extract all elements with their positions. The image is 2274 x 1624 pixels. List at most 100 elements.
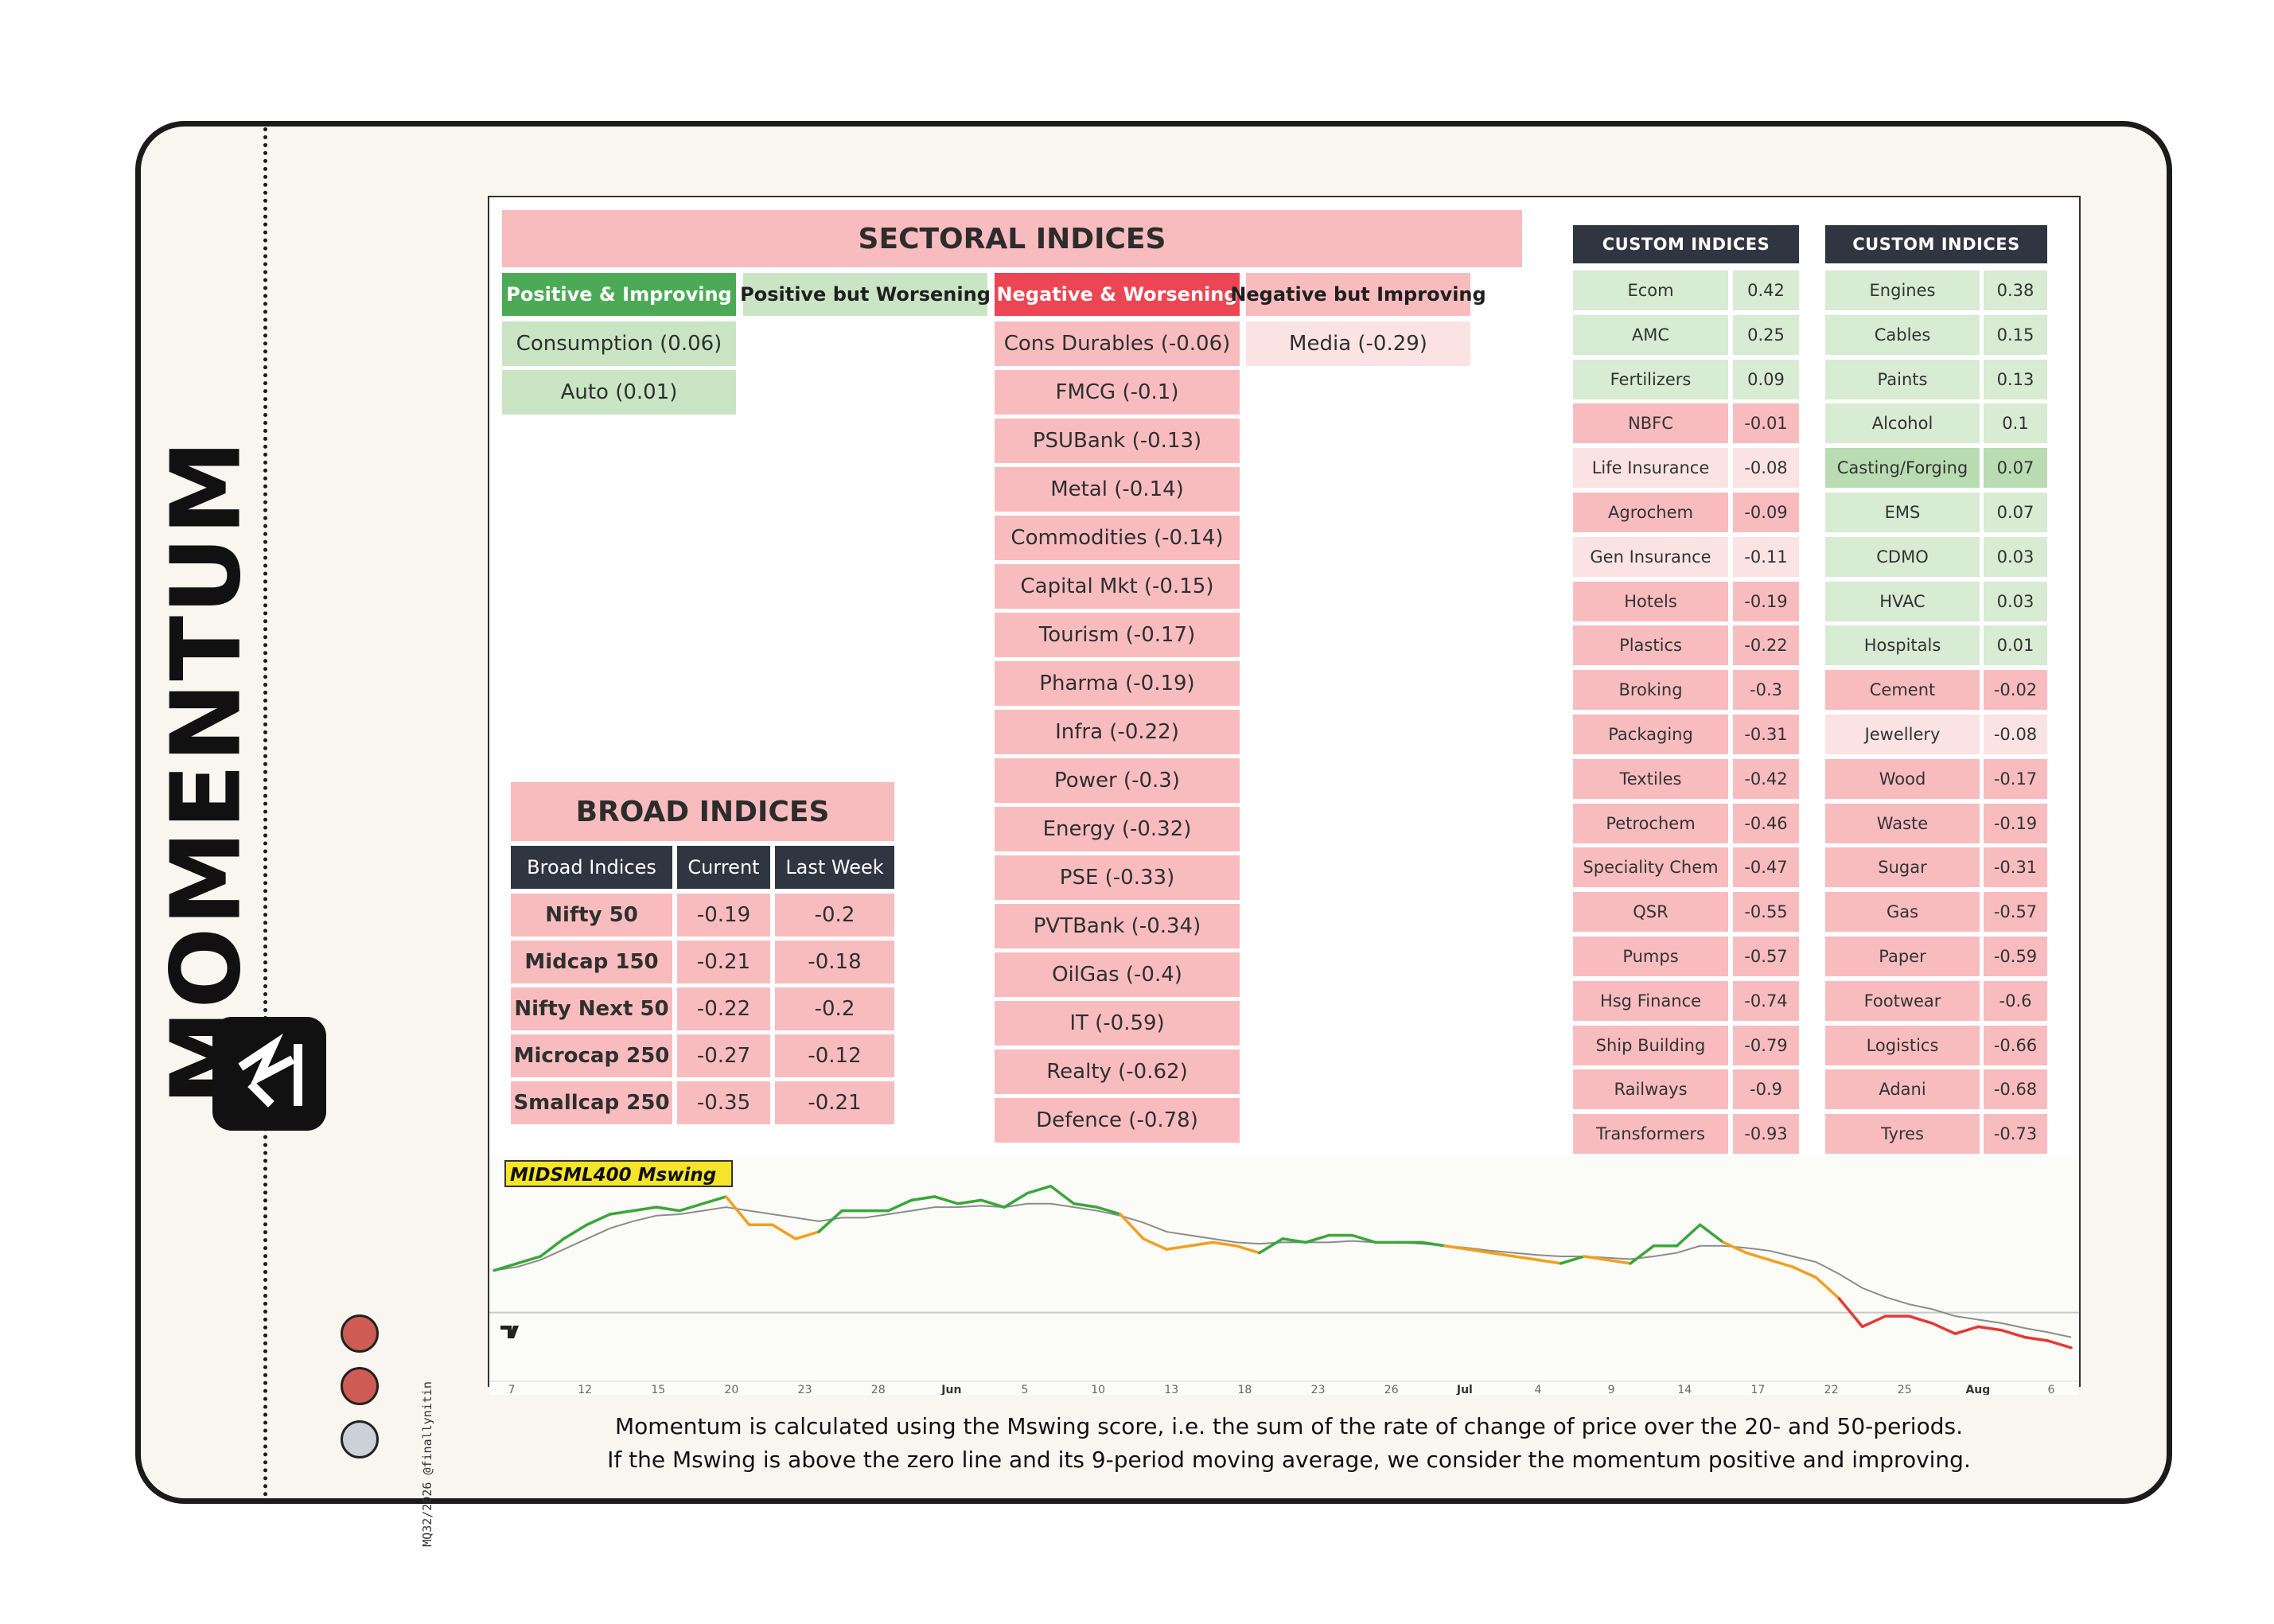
custom-index-name: Agrochem [1573,493,1728,532]
chart-series-mswing-segment [1281,1237,1307,1244]
broad-column-header: Last Week [775,846,894,889]
custom-index-name: Gas [1825,892,1980,933]
chart-series-mswing-segment [886,1198,913,1213]
custom-index-value: 0.03 [1984,581,2047,621]
tradingview-logo-icon [500,1326,519,1338]
sectoral-column-header: Negative & Worsening [995,273,1240,316]
custom-index-name: Railways [1573,1069,1728,1110]
broad-index-value: -0.2 [775,987,894,1030]
sectoral-column-header: Positive but Worsening [740,273,991,316]
custom-index-name: Ship Building [1573,1025,1728,1065]
custom-index-value: 0.15 [1984,314,2047,355]
chart-series-mswing-segment [1142,1237,1169,1251]
custom-index-name: Adani [1825,1069,1980,1110]
chart-x-tick-label: 10 [1091,1384,1105,1395]
chart-series-mswing-segment [1513,1255,1540,1262]
sectoral-item: Cons Durables (-0.06) [995,321,1240,366]
custom-index-name: Pumps [1573,937,1728,976]
chart-x-tick-label: 17 [1751,1384,1766,1395]
custom-index-value: 0.25 [1733,314,1799,355]
chart-series-mswing-segment [1119,1213,1145,1240]
chart-series-mswing-segment [771,1223,797,1240]
custom-index-name: Ecom [1573,271,1728,310]
chart-x-tick-label: 20 [725,1384,739,1395]
custom-index-name: Textiles [1573,758,1728,799]
custom-index-value: -0.19 [1733,581,1799,621]
custom-index-value: -0.74 [1733,980,1799,1021]
custom-index-name: Alcohol [1825,403,1980,444]
broad-index-value: -0.12 [775,1034,894,1077]
chart-series-mswing-segment [1907,1314,1933,1325]
chart-x-tick-label: 18 [1238,1384,1252,1395]
custom-index-value: -0.09 [1733,493,1799,532]
chart-x-tick-label: 28 [871,1384,886,1395]
sectoral-item: Auto (0.01) [502,370,736,415]
chart-x-tick-label: 6 [2048,1384,2055,1395]
chart-series-mswing-segment [817,1209,843,1233]
custom-index-value: -0.57 [1984,892,2047,933]
custom-index-value: 0.1 [1984,403,2047,444]
chart-series-mswing-segment [1350,1233,1377,1244]
custom-index-name: Hospitals [1825,625,1980,666]
chart-series-ma-line [493,1202,2072,1338]
broad-index-value: -0.27 [677,1034,770,1077]
chart-series-mswing-segment [1583,1255,1609,1262]
broad-index-name: Smallcap 250 [511,1081,672,1124]
chart-x-tick-label: 23 [798,1384,812,1395]
chart-x-tick-label: 12 [578,1384,592,1395]
custom-index-name: HVAC [1825,581,1980,621]
chart-x-tick-label: 5 [1022,1384,1029,1395]
custom-index-value: 0.01 [1984,625,2047,666]
dashboard-panel: SECTORAL INDICES Positive & Improving Cons… [488,196,2081,1395]
sectoral-item: Capital Mkt (-0.15) [995,564,1240,609]
chart-series-mswing-segment [933,1195,960,1205]
chart-series-mswing-segment [1629,1244,1656,1265]
custom-index-name: Wood [1825,758,1980,799]
sectoral-item: PVTBank (-0.34) [995,904,1240,948]
chart-series-mswing-segment [1698,1223,1725,1244]
custom-index-value: -0.47 [1733,847,1799,888]
custom-index-name: Fertilizers [1573,359,1728,399]
custom-index-value: -0.08 [1733,448,1799,489]
chart-x-tick-label: 23 [1311,1384,1326,1395]
custom-index-name: Footwear [1825,980,1980,1021]
chart-series-mswing-segment [1003,1191,1030,1209]
chart-x-tick-label: 22 [1824,1384,1839,1395]
custom-index-value: -0.57 [1733,937,1799,976]
custom-index-name: Petrochem [1573,803,1728,843]
chart-series-mswing-segment [585,1213,612,1226]
chart-series-mswing-segment [1976,1325,2003,1332]
sectoral-item: IT (-0.59) [995,1001,1240,1046]
custom-index-value: 0.38 [1984,271,2047,310]
broad-index-name: Nifty 50 [511,894,672,937]
chart-series-mswing-segment [1072,1202,1099,1209]
chart-series-mswing-segment [655,1205,681,1213]
chart-series-mswing-segment [516,1255,543,1265]
chart-series-mswing-segment [1768,1258,1794,1268]
custom-index-name: Casting/Forging [1825,448,1980,489]
broad-index-value: -0.19 [677,894,770,937]
chart-series-mswing-segment [724,1195,751,1226]
sectoral-item: OilGas (-0.4) [995,952,1240,997]
custom-index-value: -0.11 [1733,536,1799,577]
custom-index-value: -0.9 [1733,1069,1799,1110]
chart-x-tick-label: Jun [940,1384,961,1395]
chart-series-mswing-segment [1211,1240,1238,1248]
broad-column-header: Broad Indices [511,846,672,889]
custom-index-value: -0.3 [1733,670,1799,711]
custom-index-value: -0.55 [1733,892,1799,933]
custom-index-value: 0.42 [1733,271,1799,310]
chart-title-badge [504,1160,733,1187]
custom-index-value: -0.93 [1733,1114,1799,1155]
custom-index-name: Plastics [1573,625,1728,666]
broad-index-value: -0.35 [677,1081,770,1124]
chart-series-mswing-segment [539,1237,566,1258]
chart-series-mswing-segment [1722,1240,1748,1255]
custom-index-value: -0.6 [1984,980,2047,1021]
custom-index-value: 0.07 [1984,493,2047,532]
custom-index-name: Hsg Finance [1573,980,1728,1021]
chart-series-mswing-segment [1258,1237,1284,1255]
sectoral-item: Energy (-0.32) [995,807,1240,851]
chart-series-mswing-segment [1443,1244,1470,1251]
custom-index-value: 0.09 [1733,359,1799,399]
